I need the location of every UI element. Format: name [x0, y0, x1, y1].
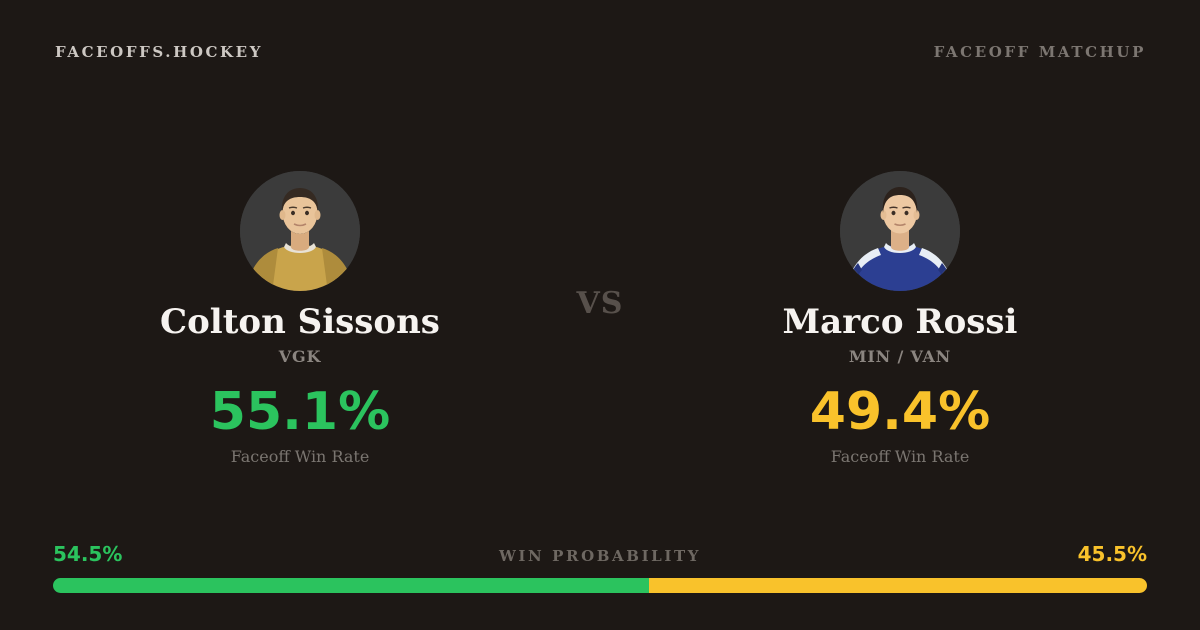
site-name: FACEOFFS.HOCKEY	[55, 43, 264, 61]
player-right-team: MIN / VAN	[848, 347, 952, 367]
win-probability-bar	[53, 578, 1147, 593]
player-card-left: Colton Sissons VGK 55.1% Faceoff Win Rat…	[0, 171, 600, 466]
player-left-headshot	[240, 171, 360, 291]
win-probability-title: WIN PROBABILITY	[498, 547, 702, 565]
player-card-right: Marco Rossi MIN / VAN 49.4% Faceoff Win …	[600, 171, 1200, 466]
player-left-winrate: 55.1%	[209, 382, 391, 443]
win-probability-bar-right-segment	[649, 578, 1147, 593]
vs-label: VS	[576, 286, 624, 321]
player-headshot-gold-jersey-illustration	[240, 171, 360, 291]
player-left-winrate-label: Faceoff Win Rate	[230, 447, 370, 467]
player-left-name: Colton Sissons	[160, 302, 440, 342]
player-right-name: Marco Rossi	[782, 302, 1018, 342]
page-label: FACEOFF MATCHUP	[933, 43, 1146, 61]
win-probability-bar-left-segment	[53, 578, 650, 593]
win-probability-section: 54.5% WIN PROBABILITY 45.5%	[53, 542, 1147, 593]
player-right-winrate-label: Faceoff Win Rate	[830, 447, 970, 467]
player-right-headshot	[840, 171, 960, 291]
player-left-team: VGK	[278, 347, 322, 367]
win-probability-left-value: 54.5%	[53, 542, 123, 566]
win-probability-right-value: 45.5%	[1077, 542, 1147, 566]
player-right-winrate: 49.4%	[809, 382, 991, 443]
player-headshot-blue-jersey-illustration	[840, 171, 960, 291]
